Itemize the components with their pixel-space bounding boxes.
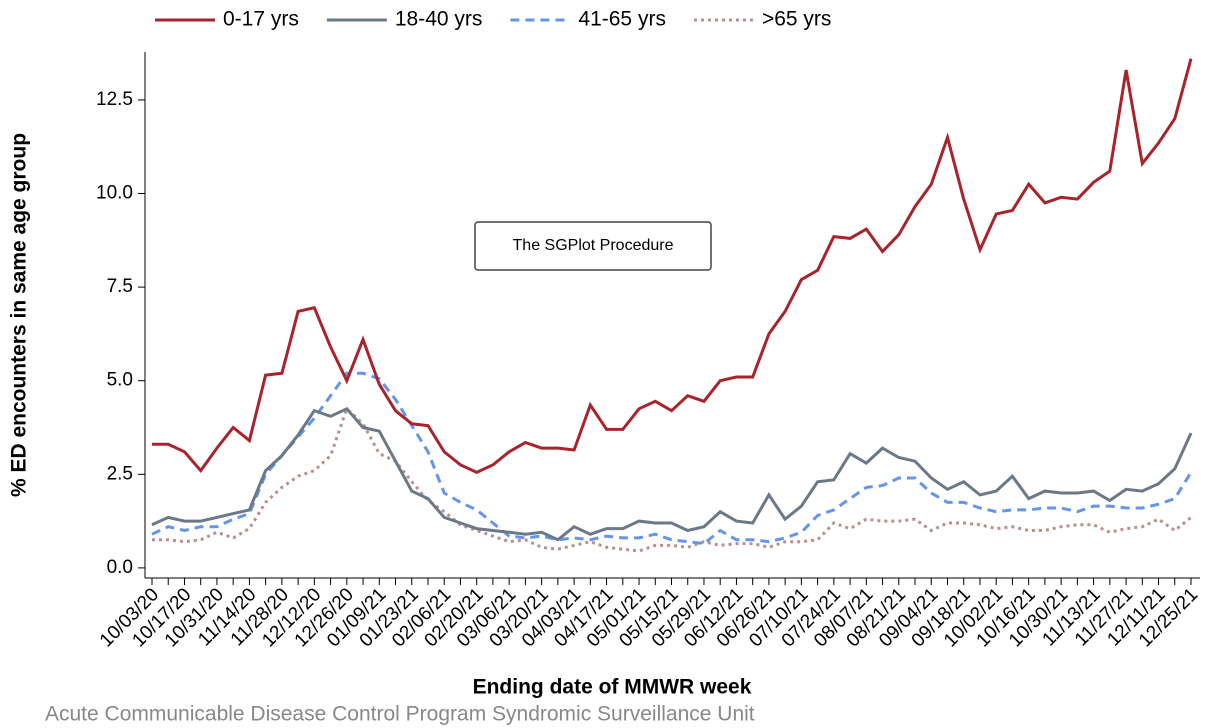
y-tick-label: 12.5 [96, 89, 133, 110]
series-line [152, 406, 1192, 553]
y-tick-label: 7.5 [107, 276, 133, 297]
x-axis-title: Ending date of MMWR week [473, 676, 752, 699]
y-tick-label: 10.0 [96, 183, 133, 204]
footer: Acute Communicable Disease Control Progr… [45, 703, 755, 726]
series-line [152, 58, 1193, 475]
legend-label: 18-40 yrs [395, 8, 483, 31]
series-line [151, 371, 1193, 546]
series-line [151, 406, 1193, 542]
y-tick-label: 5.0 [107, 370, 133, 391]
legend-label: >65 yrs [762, 8, 831, 31]
annotation: The SGPlot Procedure [513, 237, 674, 254]
annotation-box [474, 221, 712, 271]
legend-label: 41-65 yrs [578, 8, 666, 31]
y-tick-label: 0.0 [107, 557, 133, 578]
y-axis-title: % ED encounters in same age group [8, 133, 31, 497]
y-tick-label: 2.5 [107, 463, 133, 484]
legend-label: 0-17 yrs [223, 8, 299, 31]
